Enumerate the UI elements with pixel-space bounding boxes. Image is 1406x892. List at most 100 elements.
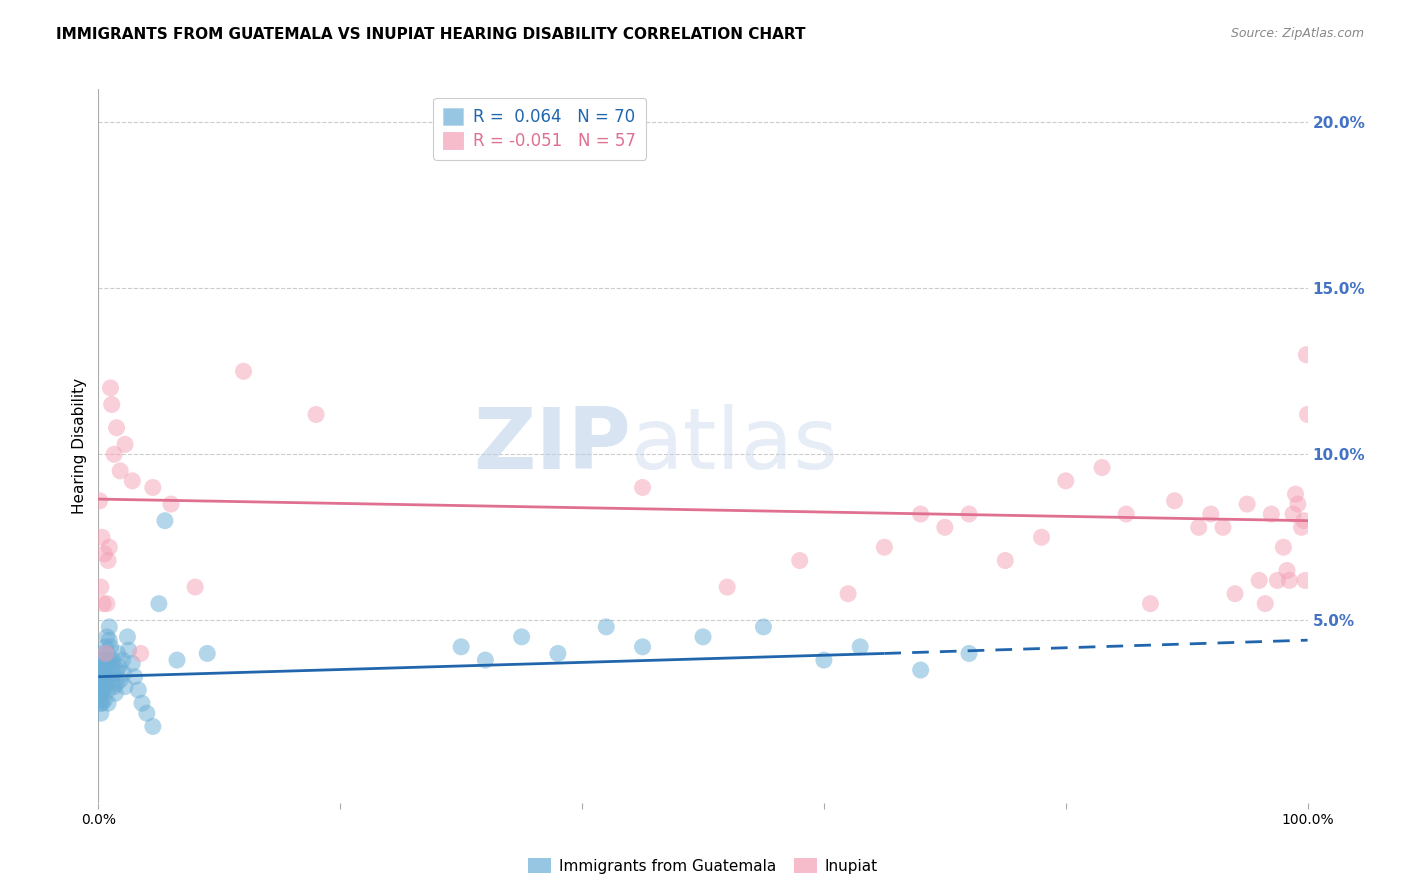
Point xyxy=(957,647,980,661)
Point xyxy=(160,497,183,511)
Point xyxy=(100,381,122,395)
Point xyxy=(1139,597,1161,611)
Point xyxy=(90,663,112,677)
Point xyxy=(692,630,714,644)
Point xyxy=(121,657,143,671)
Point xyxy=(129,647,152,661)
Point xyxy=(910,663,932,677)
Point xyxy=(105,676,128,690)
Point xyxy=(849,640,872,654)
Point xyxy=(118,643,141,657)
Point xyxy=(93,680,115,694)
Point xyxy=(91,597,114,611)
Point xyxy=(89,493,111,508)
Point xyxy=(117,630,139,644)
Point xyxy=(124,670,146,684)
Point xyxy=(94,647,117,661)
Point xyxy=(101,653,124,667)
Point xyxy=(1115,507,1137,521)
Point xyxy=(135,706,157,721)
Point xyxy=(1295,348,1317,362)
Point xyxy=(510,630,533,644)
Point xyxy=(97,696,120,710)
Point xyxy=(1236,497,1258,511)
Point xyxy=(1296,408,1319,422)
Point xyxy=(1054,474,1077,488)
Point xyxy=(1267,574,1289,588)
Point xyxy=(837,587,859,601)
Point xyxy=(108,673,131,687)
Point xyxy=(1286,497,1309,511)
Legend: Immigrants from Guatemala, Inupiat: Immigrants from Guatemala, Inupiat xyxy=(522,852,884,880)
Point xyxy=(1091,460,1114,475)
Point xyxy=(1284,487,1306,501)
Point xyxy=(91,696,114,710)
Legend: R =  0.064   N = 70, R = -0.051   N = 57: R = 0.064 N = 70, R = -0.051 N = 57 xyxy=(433,97,647,160)
Point xyxy=(100,673,122,687)
Point xyxy=(93,693,115,707)
Point xyxy=(631,640,654,654)
Point xyxy=(934,520,956,534)
Point xyxy=(716,580,738,594)
Point xyxy=(98,540,121,554)
Point xyxy=(90,676,112,690)
Point xyxy=(450,640,472,654)
Point xyxy=(91,673,114,687)
Point xyxy=(1278,574,1301,588)
Point xyxy=(94,666,117,681)
Point xyxy=(91,682,114,697)
Point xyxy=(910,507,932,521)
Point xyxy=(100,397,122,411)
Point xyxy=(91,653,114,667)
Point xyxy=(1199,507,1222,521)
Point xyxy=(1188,520,1211,534)
Point xyxy=(111,653,134,667)
Point xyxy=(90,686,112,700)
Point xyxy=(90,580,112,594)
Point xyxy=(90,696,112,710)
Point xyxy=(547,647,569,661)
Point xyxy=(131,696,153,710)
Point xyxy=(96,597,118,611)
Point xyxy=(148,597,170,611)
Point xyxy=(89,670,111,684)
Point xyxy=(127,682,149,697)
Point xyxy=(305,408,328,422)
Point xyxy=(789,553,811,567)
Point xyxy=(1272,540,1295,554)
Point xyxy=(89,693,111,707)
Point xyxy=(103,447,125,461)
Point xyxy=(100,640,122,654)
Point xyxy=(994,553,1017,567)
Point xyxy=(1260,507,1282,521)
Point xyxy=(595,620,617,634)
Point xyxy=(93,547,115,561)
Point xyxy=(813,653,835,667)
Point xyxy=(1249,574,1271,588)
Point xyxy=(94,640,117,654)
Point xyxy=(752,620,775,634)
Point xyxy=(957,507,980,521)
Point xyxy=(1291,520,1313,534)
Point xyxy=(97,553,120,567)
Point xyxy=(1292,514,1315,528)
Point xyxy=(166,653,188,667)
Point xyxy=(1282,507,1305,521)
Point xyxy=(1275,564,1298,578)
Point xyxy=(97,670,120,684)
Point xyxy=(93,653,115,667)
Point xyxy=(1031,530,1053,544)
Point xyxy=(94,653,117,667)
Point xyxy=(105,663,128,677)
Point xyxy=(96,647,118,661)
Point xyxy=(96,630,118,644)
Point xyxy=(91,647,114,661)
Point xyxy=(873,540,896,554)
Point xyxy=(107,647,129,661)
Point xyxy=(98,620,121,634)
Point xyxy=(104,686,127,700)
Point xyxy=(98,633,121,648)
Point xyxy=(96,659,118,673)
Point xyxy=(474,653,496,667)
Point xyxy=(100,659,122,673)
